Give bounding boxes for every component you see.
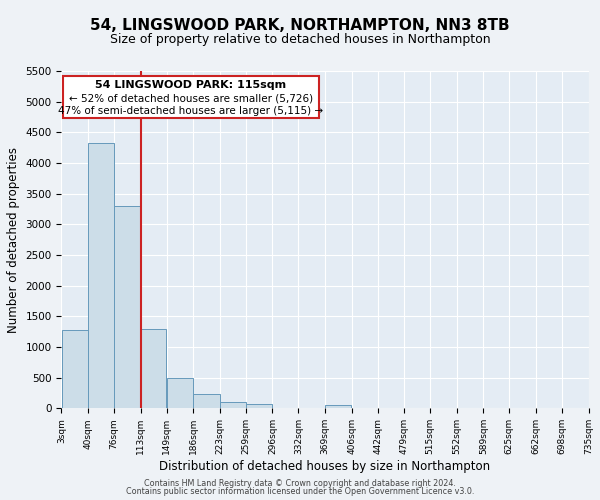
Bar xyxy=(88,142,114,408)
Bar xyxy=(114,206,140,408)
Text: 54 LINGSWOOD PARK: 115sqm: 54 LINGSWOOD PARK: 115sqm xyxy=(95,80,286,90)
Bar xyxy=(63,76,319,118)
Text: 54, LINGSWOOD PARK, NORTHAMPTON, NN3 8TB: 54, LINGSWOOD PARK, NORTHAMPTON, NN3 8TB xyxy=(90,18,510,32)
Bar xyxy=(62,330,88,408)
Bar xyxy=(220,402,245,408)
Bar xyxy=(167,378,193,408)
X-axis label: Distribution of detached houses by size in Northampton: Distribution of detached houses by size … xyxy=(160,460,491,473)
Bar xyxy=(325,406,352,408)
Bar xyxy=(193,394,220,408)
Text: 47% of semi-detached houses are larger (5,115) →: 47% of semi-detached houses are larger (… xyxy=(58,106,323,116)
Y-axis label: Number of detached properties: Number of detached properties xyxy=(7,146,20,332)
Bar xyxy=(246,404,272,408)
Text: Contains public sector information licensed under the Open Government Licence v3: Contains public sector information licen… xyxy=(126,487,474,496)
Text: Size of property relative to detached houses in Northampton: Size of property relative to detached ho… xyxy=(110,32,490,46)
Text: ← 52% of detached houses are smaller (5,726): ← 52% of detached houses are smaller (5,… xyxy=(68,94,313,104)
Text: Contains HM Land Registry data © Crown copyright and database right 2024.: Contains HM Land Registry data © Crown c… xyxy=(144,478,456,488)
Bar xyxy=(141,330,166,408)
